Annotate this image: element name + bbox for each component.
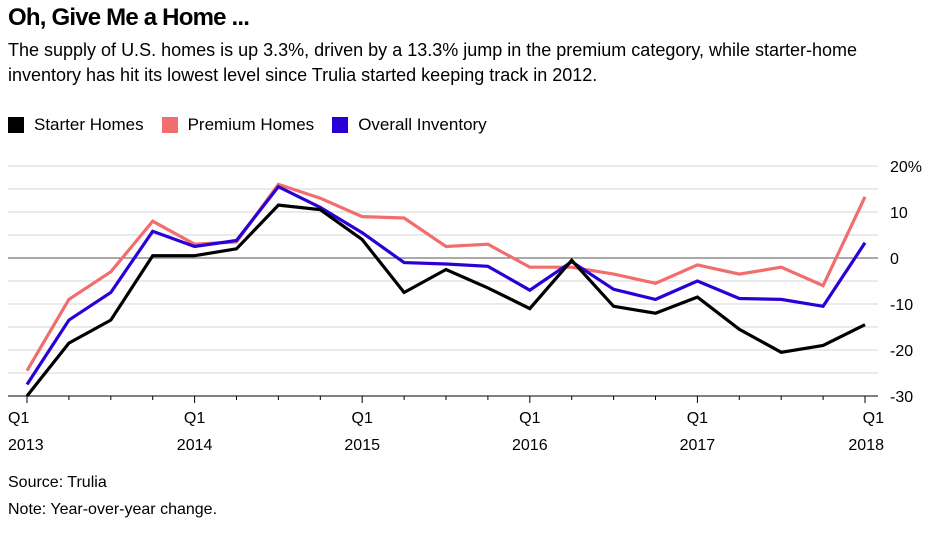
x-tick-label-quarter: Q1 [519, 410, 540, 427]
footnote: Note: Year-over-year change. [8, 501, 218, 518]
legend-item-starter-homes: Starter Homes [8, 115, 144, 135]
y-tick-label: 20% [890, 159, 922, 176]
y-tick-label: -10 [890, 297, 913, 314]
legend-swatch-premium-homes [161, 117, 178, 133]
x-tick-label-year: 2016 [512, 437, 548, 454]
chart-title: Oh, Give Me a Home ... [8, 4, 250, 31]
x-tick-label-quarter: Q1 [687, 410, 708, 427]
y-axis-tick-labels: 20% 10 0 -10 -20 -30 [890, 159, 922, 406]
legend-item-premium-homes: Premium Homes [161, 115, 315, 135]
x-tick-label-quarter: Q1 [184, 410, 205, 427]
x-tick-label-year: 2013 [8, 437, 44, 454]
legend-label-premium-homes: Premium Homes [187, 115, 315, 134]
x-axis-tick-labels: Q1 2013 Q1 2014 Q1 2015 Q1 2016 Q1 2017 Q1 2018 [8, 410, 884, 454]
legend: Starter Homes Premium Homes Overall Inve… [8, 114, 505, 136]
line-chart: 20% 10 0 -10 -20 -30 Q1 2013 Q1 2014 Q1 2015 Q1 2016… [8, 159, 922, 454]
legend-swatch-starter-homes [8, 117, 24, 133]
x-tick-label-quarter: Q1 [863, 410, 884, 427]
legend-label-overall-inventory: Overall Inventory [358, 115, 487, 134]
x-tick-label-quarter: Q1 [352, 410, 373, 427]
series-line-overall-inventory [25, 184, 867, 386]
x-tick-label-year: 2014 [177, 437, 213, 454]
y-tick-label: -30 [890, 389, 913, 406]
legend-item-overall-inventory: Overall Inventory [332, 115, 487, 135]
x-tick-label-year: 2015 [344, 437, 380, 454]
series-lines [25, 182, 867, 397]
y-tick-label: 0 [890, 251, 899, 268]
x-tick-label-year: 2018 [848, 437, 884, 454]
series-line-starter-homes [25, 203, 866, 397]
series-line-premium-homes [25, 182, 867, 372]
legend-swatch-overall-inventory [332, 117, 349, 133]
x-axis [8, 395, 878, 403]
legend-label-starter-homes: Starter Homes [34, 115, 144, 134]
x-tick-label-year: 2017 [680, 437, 716, 454]
source-note: Source: Trulia [8, 474, 107, 491]
chart-subtitle: The supply of U.S. homes is up 3.3%, dri… [8, 40, 858, 85]
y-tick-label: -20 [890, 343, 913, 360]
grid-lines [8, 165, 878, 374]
x-tick-label-quarter: Q1 [8, 410, 29, 427]
y-tick-label: 10 [890, 205, 908, 222]
